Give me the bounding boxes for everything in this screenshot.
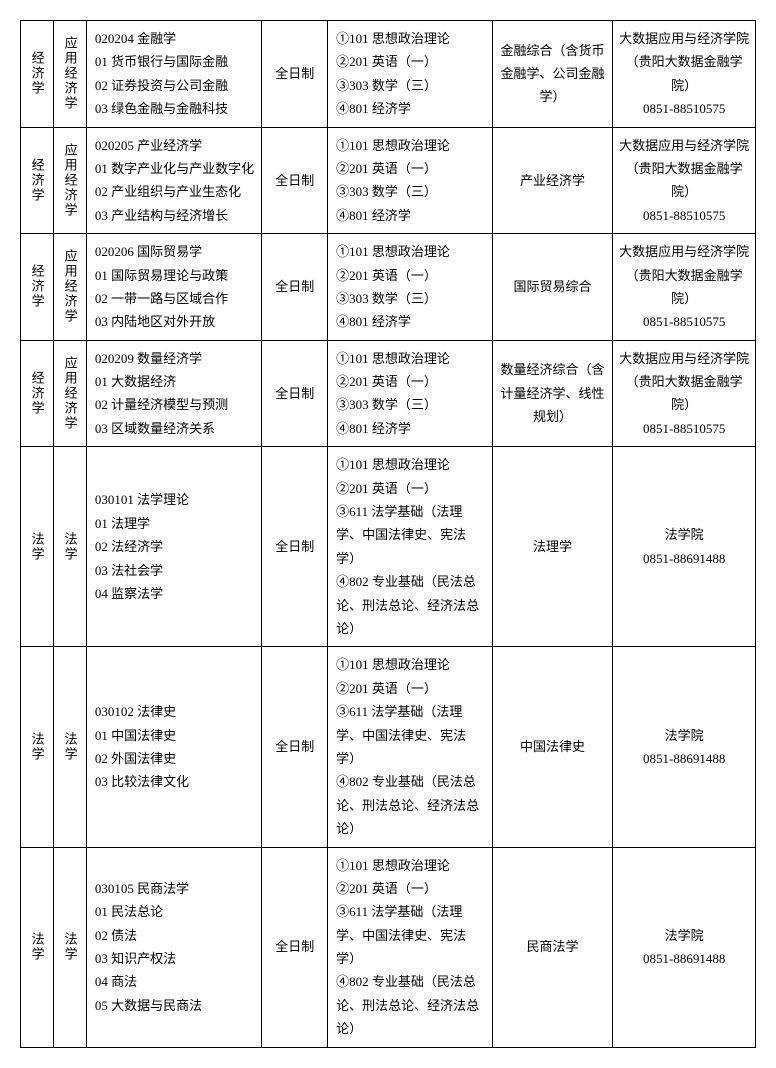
subjects-cell: ①101 思想政治理论②201 英语（一）③611 法学基础（法理学、中国法律史… bbox=[328, 447, 493, 647]
category1-cell: 法学 bbox=[21, 847, 54, 1047]
category2-cell: 法学 bbox=[53, 847, 86, 1047]
contact-cell: 法学院0851-88691488 bbox=[613, 847, 756, 1047]
category1-cell: 经济学 bbox=[21, 234, 54, 341]
category2-cell: 法学 bbox=[53, 647, 86, 847]
exam-cell: 产业经济学 bbox=[492, 127, 613, 234]
category1-cell: 经济学 bbox=[21, 340, 54, 447]
table-row: 法学 法学 030102 法律史01 中国法律史02 外国法律史03 比较法律文… bbox=[21, 647, 756, 847]
mode-cell: 全日制 bbox=[262, 447, 328, 647]
major-cell: 030101 法学理论01 法理学02 法经济学03 法社会学04 监察法学 bbox=[86, 447, 262, 647]
table-row: 经济学 应用经济学 020209 数量经济学01 大数据经济02 计量经济模型与… bbox=[21, 340, 756, 447]
exam-cell: 数量经济综合（含计量经济学、线性规划） bbox=[492, 340, 613, 447]
contact-cell: 大数据应用与经济学院（贵阳大数据金融学院）0851-88510575 bbox=[613, 340, 756, 447]
contact-cell: 法学院0851-88691488 bbox=[613, 647, 756, 847]
subjects-cell: ①101 思想政治理论②201 英语（一）③611 法学基础（法理学、中国法律史… bbox=[328, 847, 493, 1047]
category2-cell: 应用经济学 bbox=[53, 340, 86, 447]
category1-cell: 法学 bbox=[21, 447, 54, 647]
major-cell: 020206 国际贸易学01 国际贸易理论与政策02 一带一路与区域合作03 内… bbox=[86, 234, 262, 341]
exam-cell: 国际贸易综合 bbox=[492, 234, 613, 341]
mode-cell: 全日制 bbox=[262, 127, 328, 234]
mode-cell: 全日制 bbox=[262, 847, 328, 1047]
mode-cell: 全日制 bbox=[262, 21, 328, 128]
table-row: 经济学 应用经济学 020205 产业经济学01 数字产业化与产业数字化02 产… bbox=[21, 127, 756, 234]
table-body: 经济学 应用经济学 020204 金融学01 货币银行与国际金融02 证券投资与… bbox=[21, 21, 756, 1048]
table-row: 经济学 应用经济学 020206 国际贸易学01 国际贸易理论与政策02 一带一… bbox=[21, 234, 756, 341]
table-row: 经济学 应用经济学 020204 金融学01 货币银行与国际金融02 证券投资与… bbox=[21, 21, 756, 128]
program-catalog-table: 经济学 应用经济学 020204 金融学01 货币银行与国际金融02 证券投资与… bbox=[20, 20, 756, 1048]
table-row: 法学 法学 030105 民商法学01 民法总论02 债法03 知识产权法04 … bbox=[21, 847, 756, 1047]
contact-cell: 大数据应用与经济学院（贵阳大数据金融学院）0851-88510575 bbox=[613, 21, 756, 128]
major-cell: 020205 产业经济学01 数字产业化与产业数字化02 产业组织与产业生态化0… bbox=[86, 127, 262, 234]
mode-cell: 全日制 bbox=[262, 340, 328, 447]
category2-cell: 应用经济学 bbox=[53, 127, 86, 234]
subjects-cell: ①101 思想政治理论②201 英语（一）③303 数学（三）④801 经济学 bbox=[328, 127, 493, 234]
exam-cell: 中国法律史 bbox=[492, 647, 613, 847]
category1-cell: 经济学 bbox=[21, 127, 54, 234]
mode-cell: 全日制 bbox=[262, 647, 328, 847]
category2-cell: 应用经济学 bbox=[53, 234, 86, 341]
subjects-cell: ①101 思想政治理论②201 英语（一）③303 数学（三）④801 经济学 bbox=[328, 340, 493, 447]
exam-cell: 法理学 bbox=[492, 447, 613, 647]
mode-cell: 全日制 bbox=[262, 234, 328, 341]
major-cell: 020209 数量经济学01 大数据经济02 计量经济模型与预测03 区域数量经… bbox=[86, 340, 262, 447]
contact-cell: 法学院0851-88691488 bbox=[613, 447, 756, 647]
category2-cell: 应用经济学 bbox=[53, 21, 86, 128]
table-row: 法学 法学 030101 法学理论01 法理学02 法经济学03 法社会学04 … bbox=[21, 447, 756, 647]
major-cell: 020204 金融学01 货币银行与国际金融02 证券投资与公司金融03 绿色金… bbox=[86, 21, 262, 128]
exam-cell: 民商法学 bbox=[492, 847, 613, 1047]
contact-cell: 大数据应用与经济学院（贵阳大数据金融学院）0851-88510575 bbox=[613, 127, 756, 234]
subjects-cell: ①101 思想政治理论②201 英语（一）③303 数学（三）④801 经济学 bbox=[328, 21, 493, 128]
category2-cell: 法学 bbox=[53, 447, 86, 647]
subjects-cell: ①101 思想政治理论②201 英语（一）③611 法学基础（法理学、中国法律史… bbox=[328, 647, 493, 847]
major-cell: 030102 法律史01 中国法律史02 外国法律史03 比较法律文化 bbox=[86, 647, 262, 847]
category1-cell: 法学 bbox=[21, 647, 54, 847]
major-cell: 030105 民商法学01 民法总论02 债法03 知识产权法04 商法05 大… bbox=[86, 847, 262, 1047]
contact-cell: 大数据应用与经济学院（贵阳大数据金融学院）0851-88510575 bbox=[613, 234, 756, 341]
category1-cell: 经济学 bbox=[21, 21, 54, 128]
exam-cell: 金融综合（含货币金融学、公司金融学） bbox=[492, 21, 613, 128]
subjects-cell: ①101 思想政治理论②201 英语（一）③303 数学（三）④801 经济学 bbox=[328, 234, 493, 341]
